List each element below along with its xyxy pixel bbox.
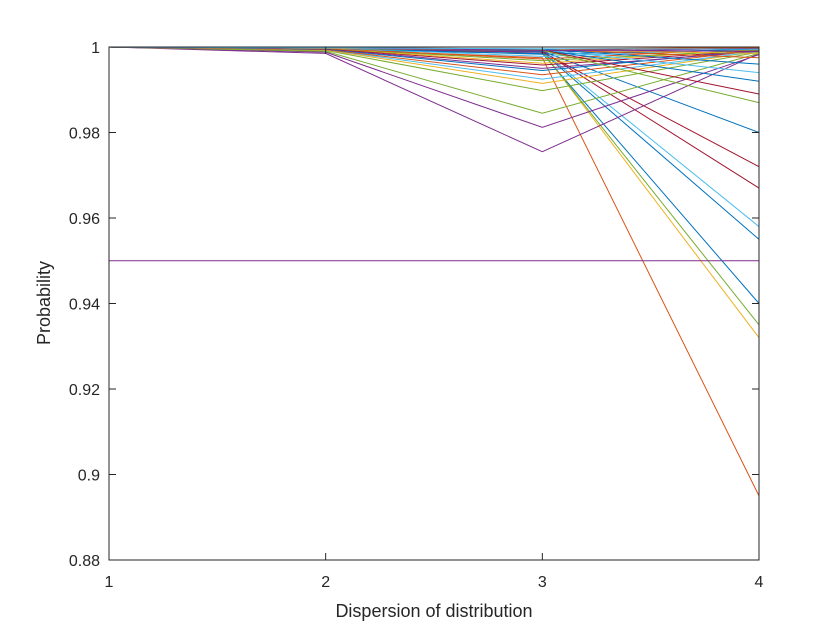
x-ticks: 1 2 3 4 — [105, 47, 764, 591]
y-tick-label: 1 — [91, 40, 100, 57]
y-tick-label: 0.96 — [69, 211, 100, 228]
x-tick-label: 2 — [321, 574, 330, 591]
y-axis-title: Probability — [34, 261, 54, 345]
y-tick-label: 0.94 — [69, 297, 100, 314]
x-tick-label: 1 — [105, 574, 114, 591]
series-group — [108, 46, 760, 497]
x-tick-label: 3 — [538, 574, 547, 591]
y-tick-label: 0.88 — [69, 553, 100, 570]
plot-area — [109, 47, 759, 560]
x-tick-label: 4 — [755, 574, 764, 591]
y-ticks: 0.88 0.9 0.92 0.94 0.96 0.98 1 — [69, 40, 759, 570]
x-axis-title: Dispersion of distribution — [335, 601, 532, 621]
series-line-10 — [108, 46, 760, 153]
y-tick-label: 0.98 — [69, 126, 100, 143]
y-tick-label: 0.9 — [78, 468, 100, 485]
y-tick-label: 0.92 — [69, 382, 100, 399]
